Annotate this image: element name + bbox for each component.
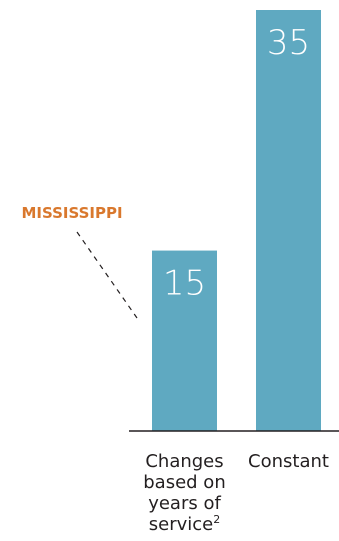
category-labels-group: Changes based on years of service2 Constant [143,451,329,535]
annotation-leader-line [76,231,138,319]
bar-1 [152,250,217,431]
value-label-2: 35 [267,23,310,63]
bar-2 [256,10,321,431]
annotation-group: MISSISSIPPI [21,204,138,319]
bars-group [152,10,321,431]
value-label-1: 15 [163,264,206,304]
category-label-1: Changes based on years of service2 [143,451,225,535]
category-label-2: Constant [248,451,329,472]
annotation-label: MISSISSIPPI [21,204,122,222]
